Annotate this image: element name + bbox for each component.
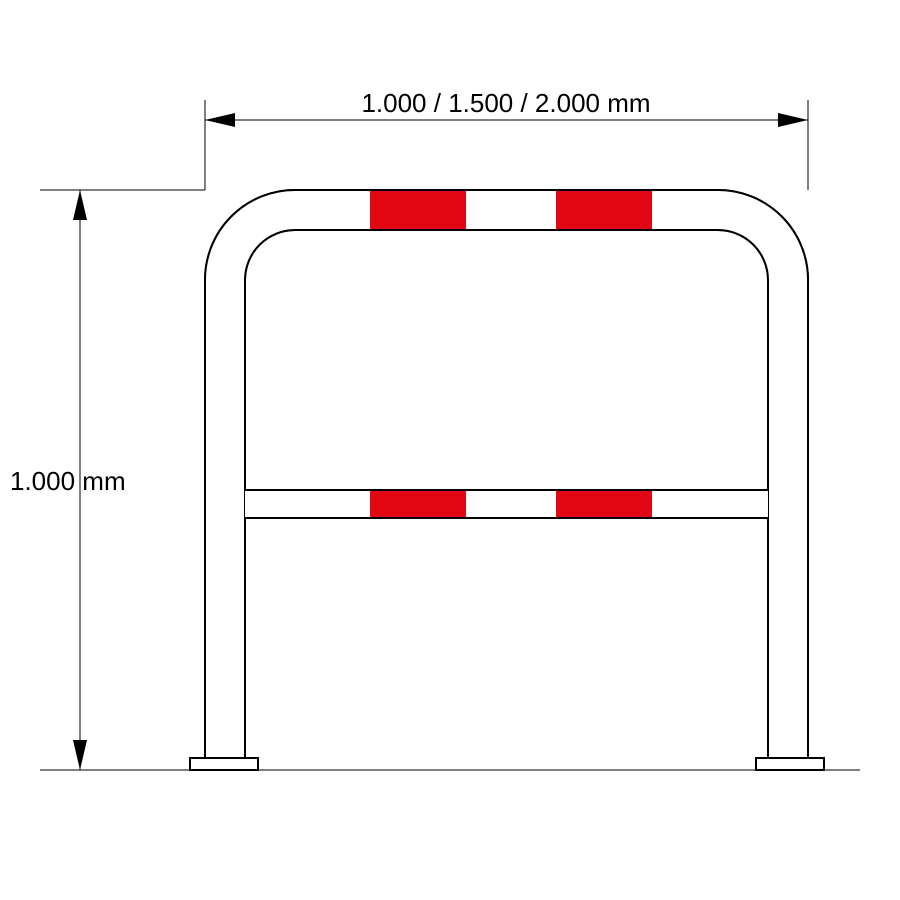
reflector-cross-2 bbox=[556, 490, 652, 518]
hoop-fill bbox=[205, 190, 808, 758]
baseplate-right bbox=[756, 758, 824, 770]
crossbar-fill bbox=[245, 490, 768, 518]
reflector-top-2 bbox=[556, 190, 652, 230]
height-dim-label: 1.000 mm bbox=[10, 466, 126, 496]
barrier-diagram: 1.000 / 1.500 / 2.000 mm 1.000 mm bbox=[0, 0, 900, 900]
hoop-outer bbox=[205, 190, 808, 758]
width-arrow-left bbox=[205, 113, 235, 127]
hoop-outer-redraw bbox=[205, 190, 808, 758]
width-dim-label: 1.000 / 1.500 / 2.000 mm bbox=[361, 88, 650, 118]
reflector-cross-1 bbox=[370, 490, 466, 518]
baseplate-left bbox=[190, 758, 258, 770]
reflector-top-1 bbox=[370, 190, 466, 230]
height-arrow-top bbox=[73, 190, 87, 220]
width-arrow-right bbox=[778, 113, 808, 127]
height-arrow-bottom bbox=[73, 740, 87, 770]
